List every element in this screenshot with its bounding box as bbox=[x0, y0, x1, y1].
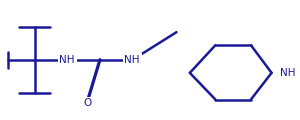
Text: O: O bbox=[84, 98, 92, 108]
Text: NH: NH bbox=[280, 68, 296, 78]
Text: NH: NH bbox=[124, 55, 140, 65]
Text: NH: NH bbox=[59, 55, 75, 65]
